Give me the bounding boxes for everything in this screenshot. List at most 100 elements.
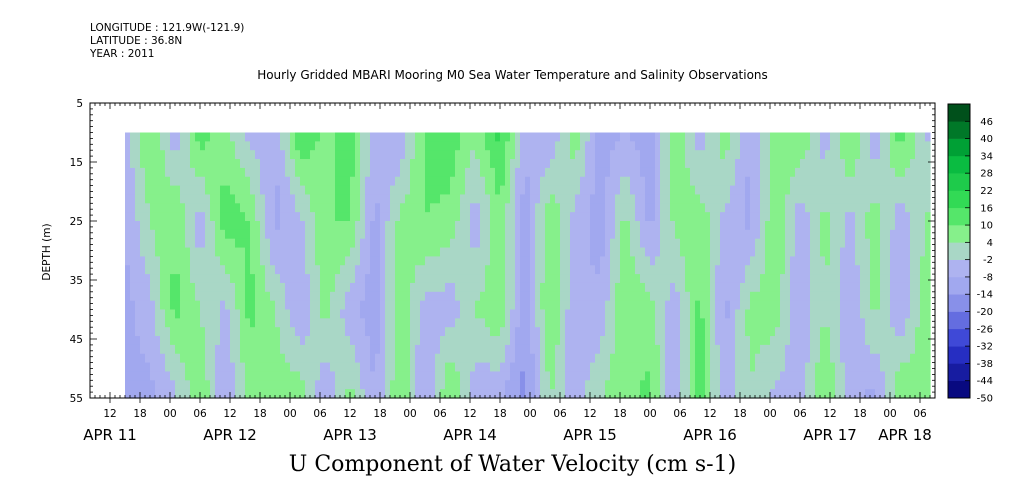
heatmap-cell	[610, 185, 616, 196]
heatmap-cell	[835, 327, 841, 337]
heatmap-cell	[625, 327, 631, 337]
heatmap-cell	[490, 167, 496, 178]
heatmap-cell	[490, 336, 496, 346]
heatmap-cell	[570, 300, 576, 311]
heatmap-cell	[895, 229, 901, 240]
heatmap-cell	[420, 238, 426, 249]
heatmap-cell	[770, 247, 776, 257]
heatmap-cell	[285, 229, 291, 240]
heatmap-cell	[460, 353, 466, 364]
heatmap-cell	[470, 229, 476, 240]
heatmap-cell	[795, 176, 801, 187]
heatmap-cell	[215, 256, 221, 266]
heatmap-cell	[515, 291, 521, 302]
heatmap-cell	[340, 327, 346, 337]
heatmap-cell	[135, 194, 141, 204]
heatmap-cell	[155, 380, 161, 390]
heatmap-cell	[235, 336, 241, 346]
heatmap-cell	[630, 141, 636, 151]
heatmap-cell	[440, 318, 446, 328]
heatmap-cell	[440, 265, 446, 275]
heatmap-cell	[150, 353, 156, 364]
heatmap-cell	[740, 291, 746, 302]
heatmap-cell	[605, 194, 611, 204]
heatmap-cell	[290, 371, 296, 381]
heatmap-cell	[165, 247, 171, 257]
heatmap-cell	[250, 132, 256, 142]
heatmap-cell	[560, 300, 566, 311]
heatmap-cell	[775, 185, 781, 196]
heatmap-cell	[245, 371, 251, 381]
heatmap-cell	[315, 256, 321, 266]
heatmap-cell	[755, 212, 761, 222]
heatmap-cell	[415, 300, 421, 311]
heatmap-cell	[690, 274, 696, 284]
heatmap-cell	[730, 353, 736, 364]
heatmap-cell	[440, 185, 446, 196]
heatmap-cell	[305, 389, 311, 399]
heatmap-cell	[325, 194, 331, 204]
heatmap-cell	[820, 371, 826, 381]
heatmap-cell	[525, 291, 531, 302]
heatmap-cell	[780, 327, 786, 337]
heatmap-cell	[290, 247, 296, 257]
heatmap-cell	[255, 150, 261, 160]
heatmap-cell	[220, 353, 226, 364]
heatmap-cell	[435, 141, 441, 151]
heatmap-cell	[335, 150, 341, 160]
heatmap-cell	[640, 327, 646, 337]
heatmap-cell	[590, 132, 596, 142]
heatmap-cell	[370, 327, 376, 337]
heatmap-cell	[685, 221, 691, 231]
heatmap-cell	[690, 362, 696, 373]
heatmap-cell	[905, 380, 911, 390]
heatmap-cell	[385, 291, 391, 302]
heatmap-cell	[880, 212, 886, 222]
heatmap-cell	[730, 380, 736, 390]
heatmap-cell	[255, 336, 261, 346]
heatmap-cell	[505, 247, 511, 257]
heatmap-cell	[170, 176, 176, 187]
heatmap-cell	[765, 389, 771, 399]
heatmap-cell	[500, 300, 506, 311]
heatmap-cell	[195, 176, 201, 187]
heatmap-cell	[680, 300, 686, 311]
heatmap-cell	[425, 380, 431, 390]
heatmap-cell	[335, 256, 341, 266]
heatmap-cell	[570, 238, 576, 249]
heatmap-cell	[185, 353, 191, 364]
heatmap-cell	[765, 371, 771, 381]
heatmap-cell	[900, 309, 906, 319]
heatmap-cell	[700, 176, 706, 187]
heatmap-cell	[540, 256, 546, 266]
heatmap-cell	[630, 291, 636, 302]
heatmap-cell	[610, 229, 616, 240]
heatmap-cell	[590, 141, 596, 151]
heatmap-cell	[455, 362, 461, 373]
heatmap-cell	[695, 274, 701, 284]
heatmap-cell	[655, 194, 661, 204]
heatmap-cell	[320, 212, 326, 222]
heatmap-cell	[235, 150, 241, 160]
heatmap-cell	[830, 203, 836, 213]
heatmap-cell	[415, 141, 421, 151]
heatmap-cell	[260, 282, 266, 293]
heatmap-cell	[350, 203, 356, 213]
heatmap-cell	[615, 159, 621, 169]
heatmap-cell	[290, 389, 296, 399]
heatmap-cell	[720, 327, 726, 337]
heatmap-cell	[355, 318, 361, 328]
heatmap-cell	[475, 371, 481, 381]
heatmap-cell	[465, 282, 471, 293]
heatmap-cell	[155, 132, 161, 142]
heatmap-cell	[785, 212, 791, 222]
heatmap-cell	[335, 265, 341, 275]
heatmap-cell	[535, 247, 541, 257]
heatmap-cell	[490, 203, 496, 213]
heatmap-cell	[475, 389, 481, 399]
heatmap-cell	[640, 389, 646, 399]
heatmap-cell	[155, 141, 161, 151]
heatmap-cell	[835, 274, 841, 284]
heatmap-cell	[780, 229, 786, 240]
heatmap-cell	[470, 336, 476, 346]
